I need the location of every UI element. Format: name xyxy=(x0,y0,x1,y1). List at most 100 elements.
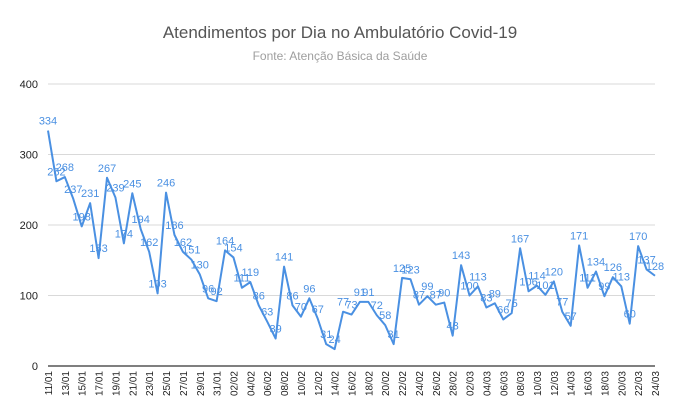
data-labels: 3342622682371982311532672391742451941621… xyxy=(39,116,664,347)
x-tick-label: 12/02 xyxy=(314,371,325,396)
data-label: 99 xyxy=(421,281,433,293)
data-label: 231 xyxy=(81,188,99,200)
x-tick-label: 08/03 xyxy=(516,371,527,396)
data-label: 87 xyxy=(413,290,425,302)
data-label: 141 xyxy=(275,252,293,264)
data-label: 171 xyxy=(570,230,588,242)
data-label: 162 xyxy=(140,237,158,249)
data-label: 86 xyxy=(286,290,298,302)
data-label: 114 xyxy=(528,271,546,283)
data-label: 39 xyxy=(270,324,282,336)
x-tick-label: 08/02 xyxy=(280,371,291,396)
data-label: 113 xyxy=(469,271,487,283)
x-tick-label: 22/03 xyxy=(634,371,645,396)
data-label: 57 xyxy=(565,311,577,323)
data-label: 134 xyxy=(587,257,605,269)
data-label: 92 xyxy=(210,286,222,298)
x-tick-label: 15/01 xyxy=(78,371,89,396)
data-label: 91 xyxy=(354,287,366,299)
y-tick-label: 200 xyxy=(20,220,38,232)
chart-title: Atendimentos por Dia no Ambulatório Covi… xyxy=(163,23,517,42)
data-label: 111 xyxy=(234,273,251,285)
data-label: 99 xyxy=(598,281,610,293)
data-label: 24 xyxy=(329,334,341,346)
x-tick-label: 02/03 xyxy=(466,371,477,396)
x-tick-label: 14/03 xyxy=(567,371,578,396)
x-tick-label: 24/03 xyxy=(651,371,662,396)
y-tick-label: 100 xyxy=(20,291,38,303)
data-label: 245 xyxy=(123,178,141,190)
x-tick-label: 18/03 xyxy=(600,371,611,396)
x-tick-label: 13/01 xyxy=(61,371,72,396)
x-tick-label: 02/02 xyxy=(229,371,240,396)
data-label: 186 xyxy=(165,220,183,232)
data-label: 87 xyxy=(430,290,442,302)
data-label: 125 xyxy=(393,263,411,275)
x-tick-label: 10/02 xyxy=(297,371,308,396)
x-tick-label: 28/02 xyxy=(449,371,460,396)
x-tick-label: 24/02 xyxy=(415,371,426,396)
x-tick-label: 17/01 xyxy=(95,371,106,396)
data-label: 111 xyxy=(579,273,596,285)
data-label: 137 xyxy=(637,254,655,266)
x-tick-label: 29/01 xyxy=(196,371,207,396)
data-label: 43 xyxy=(447,321,459,333)
data-label: 126 xyxy=(604,262,622,274)
x-tick-label: 04/03 xyxy=(482,371,493,396)
x-tick-label: 20/03 xyxy=(617,371,628,396)
x-tick-label: 21/01 xyxy=(128,371,139,396)
data-label: 63 xyxy=(261,307,273,319)
x-tick-label: 06/02 xyxy=(263,371,274,396)
data-label: 267 xyxy=(98,163,116,175)
x-tick-label: 06/03 xyxy=(499,371,510,396)
data-label: 91 xyxy=(362,287,374,299)
x-tick-label: 27/01 xyxy=(179,371,190,396)
data-label: 162 xyxy=(174,237,192,249)
y-axis: 0 100 200 300 400 xyxy=(20,79,38,373)
data-label: 130 xyxy=(191,259,209,271)
x-tick-label: 16/03 xyxy=(584,371,595,396)
x-tick-label: 04/02 xyxy=(246,371,257,396)
x-tick-label: 14/02 xyxy=(331,371,342,396)
data-label: 31 xyxy=(388,329,400,341)
x-tick-label: 22/02 xyxy=(398,371,409,396)
data-label: 194 xyxy=(132,214,150,226)
data-label: 268 xyxy=(56,162,74,174)
x-axis: 11/01 13/01 15/01 17/01 19/01 21/01 23/01 25/01… xyxy=(44,371,662,396)
data-label: 60 xyxy=(624,309,636,321)
data-label: 96 xyxy=(303,283,315,295)
data-label: 101 xyxy=(536,280,554,292)
data-label: 334 xyxy=(39,116,57,128)
data-label: 237 xyxy=(64,184,82,196)
data-label: 153 xyxy=(89,243,107,255)
data-label: 128 xyxy=(646,261,664,273)
x-tick-label: 23/01 xyxy=(145,371,156,396)
series-line xyxy=(47,130,656,351)
data-label: 103 xyxy=(148,278,166,290)
grid-lines xyxy=(48,83,655,367)
x-tick-label: 31/01 xyxy=(213,371,224,396)
data-label: 123 xyxy=(401,264,419,276)
x-tick-label: 18/02 xyxy=(364,371,375,396)
data-label: 164 xyxy=(216,235,234,247)
data-label: 75 xyxy=(506,298,518,310)
data-label: 106 xyxy=(519,276,537,288)
data-label: 83 xyxy=(480,292,492,304)
data-label: 66 xyxy=(497,304,509,316)
data-label: 154 xyxy=(224,242,242,254)
data-label: 77 xyxy=(337,297,349,309)
data-label: 31 xyxy=(320,329,332,341)
x-tick-label: 10/03 xyxy=(533,371,544,396)
data-label: 100 xyxy=(460,281,478,293)
x-tick-label: 25/01 xyxy=(162,371,173,396)
data-label: 67 xyxy=(312,304,324,316)
y-tick-label: 400 xyxy=(20,79,38,91)
data-label: 113 xyxy=(613,271,631,283)
data-label: 70 xyxy=(295,302,307,314)
y-tick-label: 300 xyxy=(20,150,38,162)
data-label: 143 xyxy=(452,250,470,262)
x-tick-label: 16/02 xyxy=(348,371,359,396)
data-label: 119 xyxy=(242,267,260,279)
data-label: 86 xyxy=(253,290,265,302)
